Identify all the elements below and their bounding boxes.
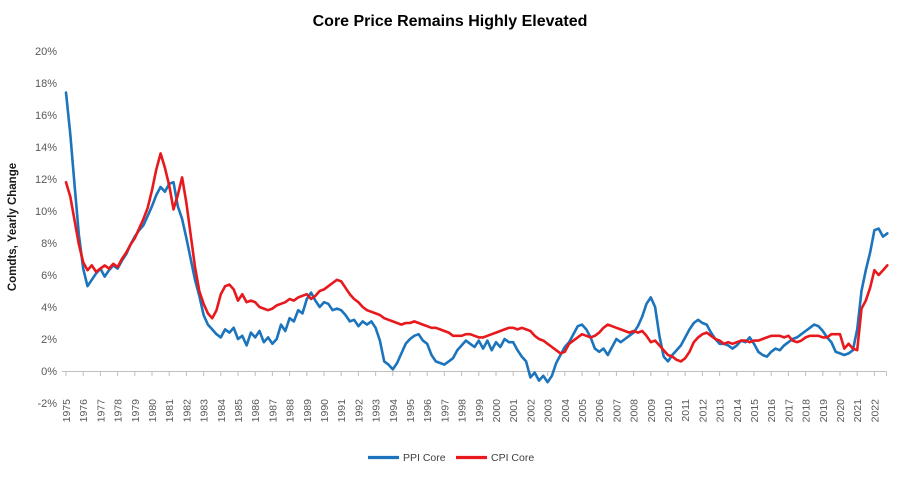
x-tick-label: 2019 xyxy=(818,399,830,423)
x-tick-label: 2002 xyxy=(525,399,537,423)
x-tick-label: 2012 xyxy=(697,399,709,423)
y-tick-label: 12% xyxy=(35,174,57,186)
axes xyxy=(62,371,887,376)
x-axis-tick-labels: 1975 1976 1977 1978 1979 1980 1981 1982 1983 1984… xyxy=(61,399,881,423)
x-tick-label: 2007 xyxy=(611,399,623,423)
x-tick-label: 2003 xyxy=(543,399,555,423)
x-tick-label: 2008 xyxy=(629,399,641,423)
x-tick-label: 1999 xyxy=(474,399,486,423)
x-tick-label: 1991 xyxy=(336,399,348,423)
x-tick-label: 1995 xyxy=(405,399,417,423)
cpi-core-line xyxy=(64,152,889,363)
x-tick-label: 1980 xyxy=(147,399,159,423)
x-tick-label: 1981 xyxy=(164,399,176,423)
x-tick-label: 2022 xyxy=(869,399,881,423)
x-tick-label: 1983 xyxy=(199,399,211,423)
x-tick-label: 1990 xyxy=(319,399,331,423)
y-tick-label: 6% xyxy=(41,270,57,282)
x-tick-label: 2000 xyxy=(491,399,503,423)
x-tick-label: 1996 xyxy=(422,399,434,423)
y-tick-label: 8% xyxy=(41,238,57,250)
x-tick-label: 1988 xyxy=(285,399,297,423)
y-axis-title: Comdts, Yearly Change xyxy=(7,163,19,291)
x-tick-label: 2014 xyxy=(732,399,744,423)
y-tick-label: 4% xyxy=(41,302,57,314)
x-tick-label: 1989 xyxy=(302,399,314,423)
x-tick-label: 1978 xyxy=(113,399,125,423)
legend: PPI Core CPI Core xyxy=(368,452,534,464)
x-tick-label: 1998 xyxy=(457,399,469,423)
x-tick-label: 1987 xyxy=(267,399,279,423)
x-tick-label: 1993 xyxy=(371,399,383,423)
plot-area xyxy=(64,91,889,384)
legend-label-cpi-core: CPI Core xyxy=(491,452,534,464)
x-tick-label: 1977 xyxy=(95,399,107,423)
legend-label-ppi-core: PPI Core xyxy=(403,452,446,464)
ppi-core-line xyxy=(64,91,889,384)
x-tick-label: 1985 xyxy=(233,399,245,423)
x-tick-label: 2006 xyxy=(594,399,606,423)
x-tick-label: 1994 xyxy=(388,399,400,423)
x-tick-label: 1992 xyxy=(353,399,365,423)
x-tick-label: 2004 xyxy=(560,399,572,423)
x-tick-label: 2011 xyxy=(680,399,692,422)
y-tick-label: 0% xyxy=(41,366,57,378)
x-tick-label: 2010 xyxy=(663,399,675,423)
x-tick-label: 2016 xyxy=(766,399,778,423)
x-tick-label: 1997 xyxy=(439,399,451,423)
y-axis-tick-labels: 20% 18% 16% 14% 12% 10% 8% 6% 4% 2% 0% -2% xyxy=(35,46,57,410)
x-tick-label: 1984 xyxy=(216,399,228,423)
y-tick-label: -2% xyxy=(37,398,57,410)
x-tick-label: 2018 xyxy=(801,399,813,423)
x-tick-label: 2015 xyxy=(749,399,761,423)
x-tick-label: 2021 xyxy=(852,399,864,423)
x-tick-label: 2005 xyxy=(577,399,589,423)
y-tick-label: 10% xyxy=(35,206,57,218)
x-tick-label: 2013 xyxy=(715,399,727,423)
x-tick-label: 2009 xyxy=(646,399,658,423)
chart-title: Core Price Remains Highly Elevated xyxy=(313,13,588,30)
y-tick-label: 14% xyxy=(35,142,57,154)
y-tick-label: 2% xyxy=(41,334,57,346)
x-tick-label: 1979 xyxy=(130,399,142,423)
y-tick-label: 20% xyxy=(35,46,57,58)
x-tick-label: 1982 xyxy=(181,399,193,423)
y-tick-label: 16% xyxy=(35,110,57,122)
x-tick-label: 2017 xyxy=(783,399,795,423)
x-tick-label: 2001 xyxy=(508,399,520,423)
x-tick-label: 1976 xyxy=(78,399,90,423)
x-tick-label: 1975 xyxy=(61,399,73,423)
y-tick-label: 18% xyxy=(35,78,57,90)
x-tick-label: 1986 xyxy=(250,399,262,423)
x-tick-label: 2020 xyxy=(835,399,847,423)
